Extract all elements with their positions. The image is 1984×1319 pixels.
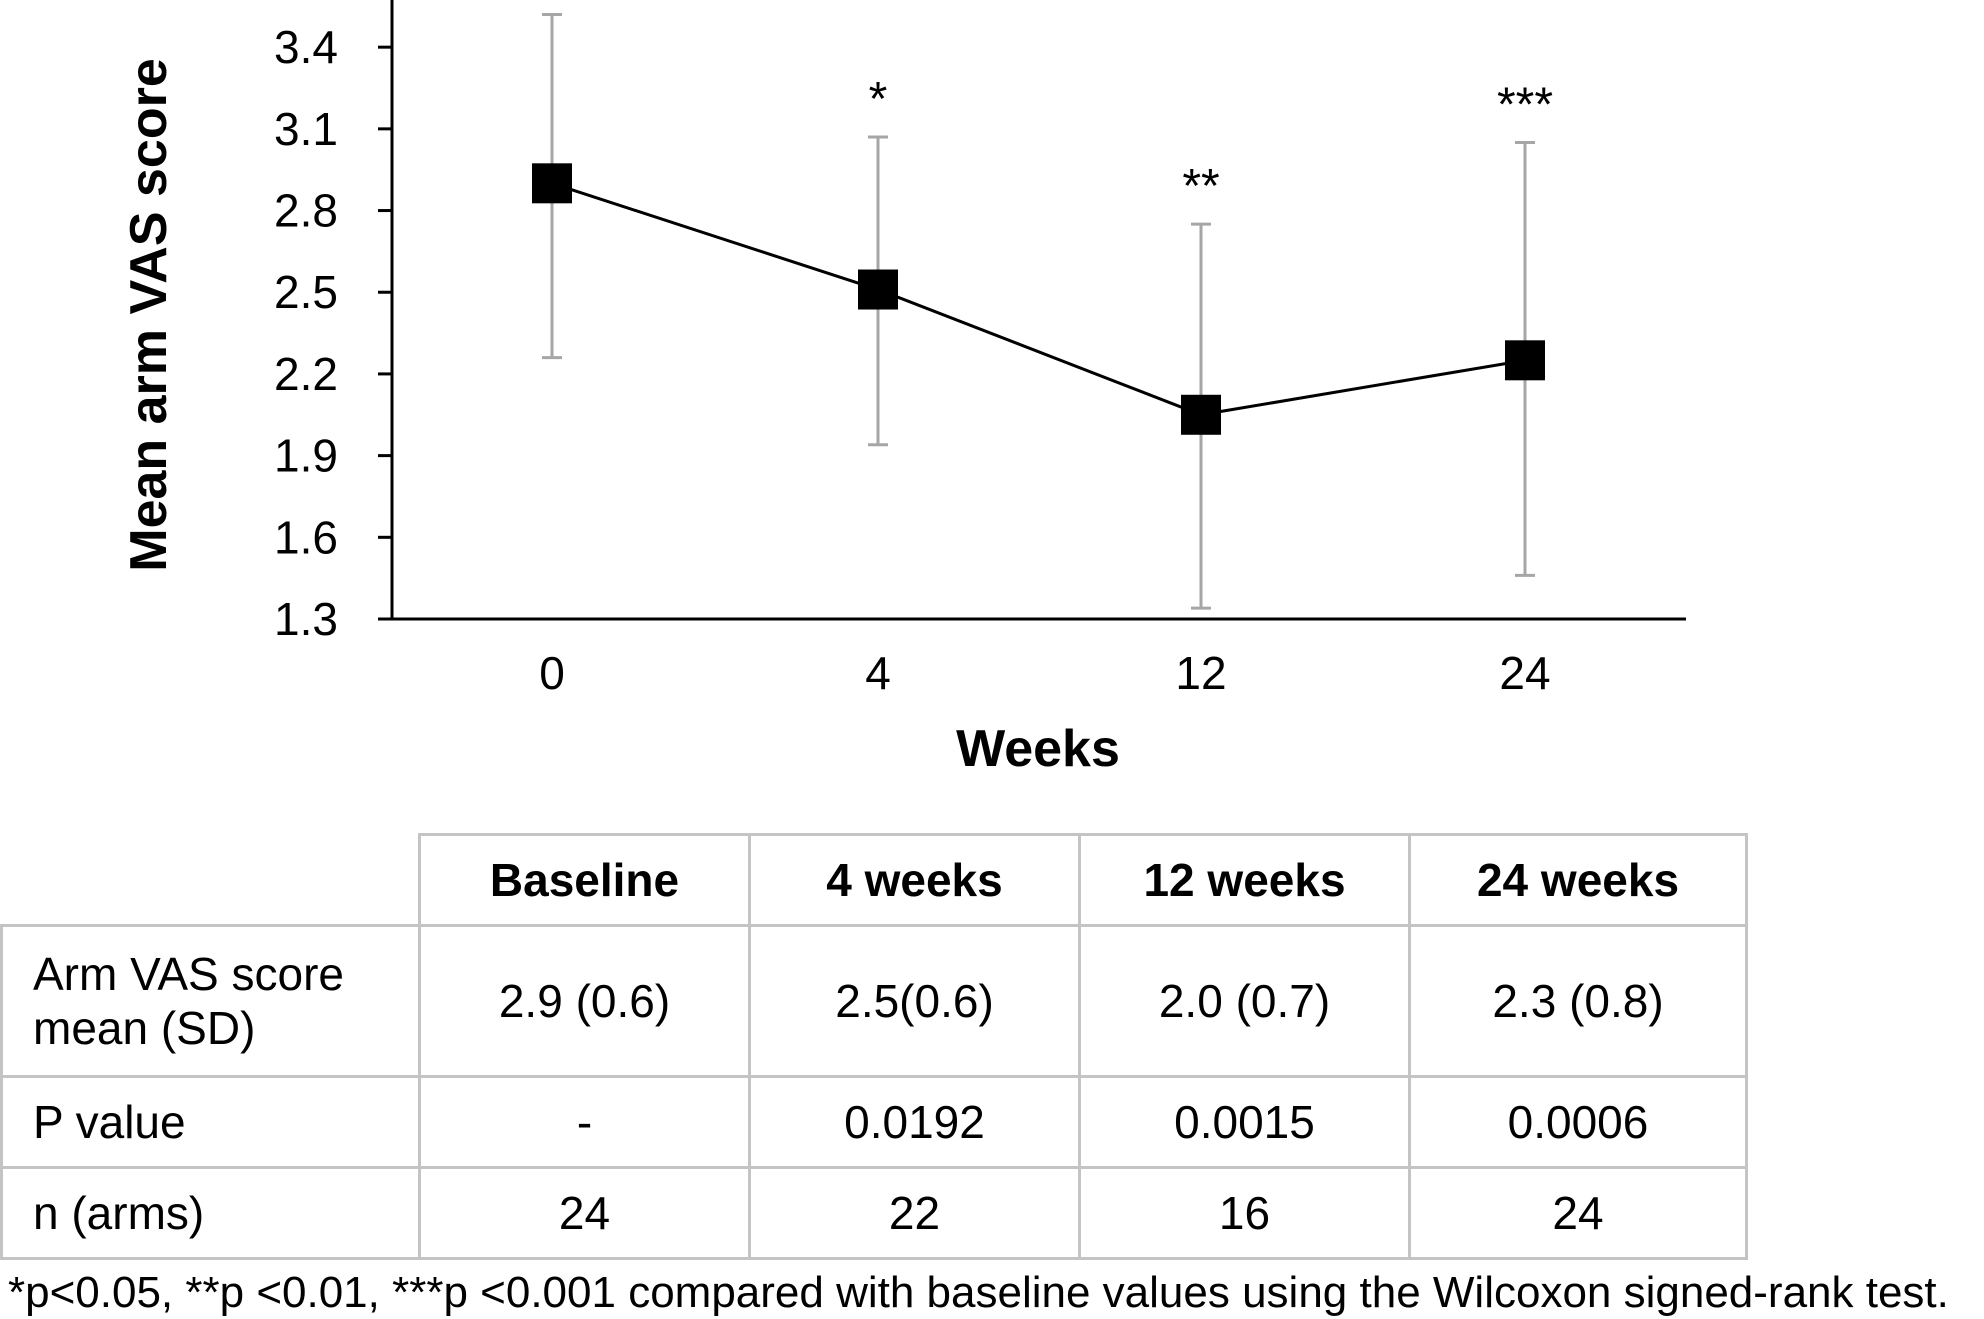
error-bars [542, 12, 1535, 610]
row-label-line: Arm VAS score [33, 947, 344, 1000]
table-cell: 0.0015 [1078, 1075, 1411, 1169]
x-tick-label: 24 [1499, 647, 1550, 699]
significance-label: * [869, 73, 888, 126]
table-header-cell: 12 weeks [1078, 833, 1411, 927]
y-tick-label: 1.9 [274, 430, 338, 482]
table-row-n: n (arms) 24 22 16 24 [0, 1166, 1748, 1260]
table-header-cell: 4 weeks [748, 833, 1081, 927]
y-tick-label: 2.8 [274, 185, 338, 237]
table-cell: 24 [418, 1166, 751, 1260]
data-point [1181, 394, 1221, 435]
x-tick-label: 12 [1175, 647, 1226, 699]
y-tick-label: 3.1 [274, 103, 338, 155]
row-label-line: mean (SD) [33, 1002, 256, 1054]
data-markers [532, 163, 1545, 435]
table-cell: 2.3 (0.8) [1408, 924, 1748, 1078]
x-axis-ticks: 0 4 12 24 [539, 647, 1550, 699]
table-cell: 24 [1408, 1166, 1748, 1260]
y-tick-label: 2.2 [274, 348, 338, 400]
table-cell: 2.0 (0.7) [1078, 924, 1411, 1078]
x-tick-label: 0 [539, 647, 565, 699]
x-tick-label: 4 [865, 647, 891, 699]
y-axis-title: Mean arm VAS score [120, 58, 178, 571]
vas-line-chart: 1.31.61.92.22.52.83.13.4 0 4 12 24 ****** M… [120, 0, 1686, 778]
row-label: Arm VAS score mean (SD) [0, 924, 421, 1078]
footnote: *p<0.05, **p <0.01, ***p <0.001 compared… [8, 1268, 1949, 1317]
table-row-mean: Arm VAS score mean (SD) 2.9 (0.6) 2.5(0.6… [0, 924, 1748, 1078]
table-row-pvalue: P value - 0.0192 0.0015 0.0006 [0, 1075, 1748, 1169]
row-label: n (arms) [0, 1166, 421, 1260]
table-header-cell: Baseline [418, 833, 751, 927]
x-axis-title: Weeks [956, 720, 1120, 778]
table-cell: - [418, 1075, 751, 1169]
row-label: P value [0, 1075, 421, 1169]
y-tick-label: 2.5 [274, 266, 338, 318]
table-cell: 2.5(0.6) [748, 924, 1081, 1078]
data-point [532, 163, 572, 204]
y-tick-label: 3.4 [274, 21, 338, 73]
y-axis-ticks: 1.3 1.6 1.9 2.2 2.5 2.8 3.1 3.4 [274, 21, 392, 645]
table-cell: 22 [748, 1166, 1081, 1260]
summary-table: Baseline 4 weeks 12 weeks 24 weeks Arm V… [0, 833, 1748, 1260]
y-tick-label: 1.3 [274, 593, 338, 645]
table-cell: 0.0006 [1408, 1075, 1748, 1169]
significance-labels: ****** [869, 73, 1553, 213]
table-header-row: Baseline 4 weeks 12 weeks 24 weeks [1, 833, 1748, 927]
significance-label: *** [1497, 78, 1553, 131]
table-cell: 16 [1078, 1166, 1411, 1260]
data-point [1505, 340, 1545, 381]
series-line [551, 181, 1526, 417]
significance-label: ** [1182, 160, 1219, 213]
table-cell: 2.9 (0.6) [418, 924, 751, 1078]
table-corner-cell [1, 834, 421, 927]
table-cell: 0.0192 [748, 1075, 1081, 1169]
data-point [858, 269, 898, 310]
y-tick-label: 1.6 [274, 511, 338, 563]
table-header-cell: 24 weeks [1408, 833, 1748, 927]
